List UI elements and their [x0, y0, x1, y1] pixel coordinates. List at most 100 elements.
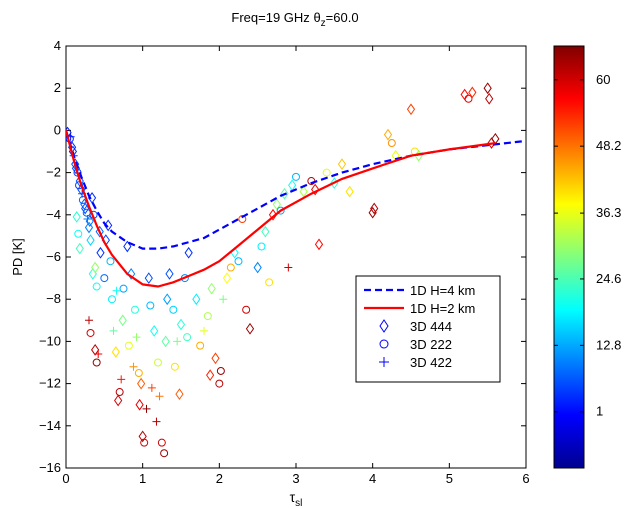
y-tick-label: −2 — [46, 165, 61, 180]
scatter-point-circle — [276, 206, 285, 215]
y-tick-label: −16 — [39, 460, 61, 475]
scatter-point-diamond — [280, 187, 289, 200]
scatter-point-diamond — [370, 202, 379, 215]
scatter-points — [66, 82, 500, 458]
scatter-point-diamond — [261, 225, 270, 238]
scatter-point-diamond — [77, 183, 86, 196]
scatter-point-diamond — [86, 234, 95, 246]
scatter-point-circle — [106, 257, 115, 266]
scatter-point-diamond — [176, 318, 186, 331]
scatter-point-circle — [226, 263, 235, 272]
scatter-point-diamond — [311, 183, 320, 196]
scatter-point-plus — [112, 286, 121, 295]
scatter-point-plus — [142, 404, 151, 413]
scatter-point-circle — [115, 388, 124, 397]
scatter-point-circle — [265, 278, 274, 287]
legend-label-3d-422: 3D 422 — [410, 355, 452, 370]
scatter-point-diamond — [268, 208, 278, 221]
scatter-point-diamond — [383, 128, 393, 141]
scatter-point-diamond — [184, 246, 193, 259]
scatter-point-circle — [234, 257, 243, 266]
legend-box — [355, 275, 501, 383]
scatter-point-plus — [109, 326, 118, 335]
legend-label-3d-222: 3D 222 — [410, 337, 452, 352]
scatter-point-diamond — [211, 352, 220, 365]
scatter-point-circle — [322, 168, 331, 177]
scatter-point-circle — [169, 305, 178, 314]
scatter-point-circle — [203, 312, 212, 321]
x-tick-label: 3 — [292, 471, 299, 486]
colorbar — [553, 45, 585, 469]
legend: 1D H=4 km 1D H=2 km 3D 444 3D 222 3D 422 — [355, 275, 501, 383]
scatter-point-plus — [85, 316, 93, 325]
scatter-point-diamond — [165, 268, 174, 280]
scatter-point-plus — [219, 295, 228, 304]
scatter-point-circle — [238, 215, 247, 224]
scatter-point-diamond — [406, 103, 416, 116]
scatter-point-circle — [124, 341, 133, 350]
scatter-point-circle — [140, 438, 149, 447]
y-tick-label: 2 — [54, 80, 61, 95]
scatter-point-circle — [170, 362, 179, 371]
scatter-point-circle — [292, 172, 300, 181]
scatter-point-circle — [160, 449, 169, 458]
scatter-point-plus — [155, 392, 164, 401]
scatter-point-diamond — [144, 272, 153, 284]
scatter-point-circle — [131, 305, 139, 314]
chart-title: Freq=19 GHz θz=60.0 — [231, 10, 358, 29]
scatter-point-diamond — [345, 185, 354, 198]
scatter-point-diamond — [150, 324, 159, 337]
scatter-point-plus — [94, 350, 103, 359]
y-tick-label: −4 — [46, 207, 61, 222]
scatter-point-circle — [92, 358, 101, 367]
scatter-point-diamond — [95, 225, 104, 238]
y-axis-label: PD [K] — [10, 238, 25, 276]
scatter-point-diamond — [161, 335, 170, 348]
x-tick-label: 6 — [522, 471, 529, 486]
scatter-point-diamond — [127, 268, 136, 280]
y-tick-label: 0 — [54, 122, 61, 137]
scatter-point-diamond — [163, 293, 172, 306]
legend-label-1d-h2: 1D H=2 km — [410, 301, 475, 316]
scatter-point-circle — [100, 274, 109, 283]
y-tick-label: −6 — [46, 249, 61, 264]
scatter-point-circle — [82, 208, 91, 217]
y-tick-label: −10 — [39, 333, 61, 348]
scatter-point-diamond — [272, 198, 281, 211]
y-tick-label: −8 — [46, 291, 61, 306]
scatter-point-diamond — [71, 158, 80, 171]
scatter-point-diamond — [207, 282, 216, 295]
x-axis-label: τsl — [290, 489, 303, 508]
line-1d-h4 — [66, 130, 526, 250]
scatter-point-diamond — [222, 272, 232, 284]
scatter-point-circle — [387, 139, 396, 148]
legend-marker-diamond — [379, 319, 389, 333]
scatter-point-diamond — [138, 430, 147, 443]
scatter-point-diamond — [91, 343, 100, 356]
legend-label-3d-444: 3D 444 — [410, 319, 452, 334]
colorbar-tick-label: 24.6 — [596, 271, 621, 286]
scatter-point-circle — [92, 282, 101, 291]
scatter-point-circle — [75, 181, 84, 190]
scatter-point-circle — [216, 366, 225, 375]
scatter-point-circle — [157, 438, 166, 447]
plot-area — [65, 45, 527, 469]
scatter-point-diamond — [123, 240, 132, 253]
scatter-point-plus — [147, 383, 156, 392]
scatter-point-diamond — [84, 221, 94, 234]
axis-ticks: 0 1 2 3 4 5 6 −16 −14 −12 −10 −8 −6 −4 −2 0 2 4 — [39, 38, 530, 486]
scatter-point-plus — [173, 337, 182, 346]
scatter-point-circle — [215, 379, 224, 388]
scatter-point-diamond — [111, 346, 120, 358]
legend-label-1d-h4: 1D H=4 km — [410, 283, 475, 298]
scatter-point-circle — [74, 229, 83, 238]
scatter-point-diamond — [245, 322, 255, 335]
scatter-point-diamond — [485, 92, 494, 105]
colorbar-tick-label: 12.8 — [596, 337, 621, 352]
y-tick-label: 4 — [54, 38, 61, 53]
scatter-point-diamond — [85, 215, 94, 228]
scatter-point-circle — [257, 242, 266, 251]
colorbar-tick-label: 48.2 — [596, 138, 621, 153]
line-1d-h2 — [66, 130, 496, 288]
